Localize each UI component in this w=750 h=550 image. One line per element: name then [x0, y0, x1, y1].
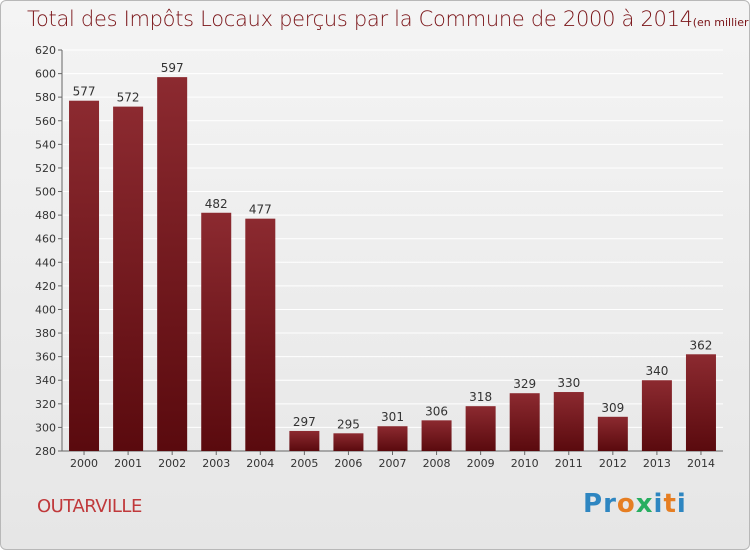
logo-letter: x: [635, 489, 654, 519]
data-label-2008: 306: [425, 404, 448, 418]
chart-title: Total des Impôts Locaux perçus par la Co…: [27, 7, 749, 31]
bars: [69, 77, 716, 452]
y-tick-label: 300: [35, 421, 56, 434]
data-label-2002: 597: [161, 61, 184, 75]
bar-2000: [69, 100, 100, 451]
data-label-2001: 572: [117, 91, 140, 105]
proxiti-logo[interactable]: Proxiti: [583, 489, 687, 519]
commune-name: OUTARVILLE: [37, 496, 142, 517]
logo-letter: i: [676, 489, 687, 519]
y-tick-label: 340: [35, 374, 56, 387]
data-label-2004: 477: [249, 203, 272, 217]
bar-2004: [245, 218, 276, 451]
y-tick-label: 380: [35, 327, 56, 340]
y-tick-label: 560: [35, 115, 56, 128]
y-tick-label: 520: [35, 162, 56, 175]
y-tick-label: 540: [35, 138, 56, 151]
y-tick-label: 600: [35, 68, 56, 81]
y-tick-label: 400: [35, 303, 56, 316]
data-label-2009: 318: [469, 390, 492, 404]
x-tick-label-2008: 2008: [423, 457, 451, 470]
data-label-2003: 482: [205, 197, 228, 211]
logo-letter: o: [616, 489, 636, 519]
bar-2001: [113, 106, 144, 452]
y-tick-label: 620: [35, 44, 56, 57]
data-label-2007: 301: [381, 410, 404, 424]
x-tick-label-2012: 2012: [599, 457, 627, 470]
bar-2013: [641, 380, 672, 451]
logo-letter: t: [663, 489, 677, 519]
y-tick-labels: 280 300 320 340 360 380 400 420 440 460 480 500 520 5…: [35, 44, 62, 458]
y-tick-label: 320: [35, 398, 56, 411]
x-tick-label-2004: 2004: [246, 457, 274, 470]
bar-2008: [421, 420, 452, 451]
x-tick-label-2009: 2009: [467, 457, 495, 470]
data-label-2005: 297: [293, 415, 316, 429]
y-tick-label: 420: [35, 280, 56, 293]
x-tick-label-2007: 2007: [379, 457, 407, 470]
bar-2007: [377, 426, 408, 451]
data-label-2014: 362: [690, 338, 713, 352]
logo-letter: i: [653, 489, 664, 519]
data-label-2010: 329: [513, 377, 536, 391]
data-label-2006: 295: [337, 417, 360, 431]
y-tick-label: 580: [35, 91, 56, 104]
x-tick-label-2003: 2003: [202, 457, 230, 470]
x-tick-label-2013: 2013: [643, 457, 671, 470]
bar-2014: [685, 354, 716, 451]
y-tick-label: 440: [35, 256, 56, 269]
data-label-2000: 577: [73, 85, 96, 99]
y-tick-label: 460: [35, 233, 56, 246]
chart-title-text: Total des Impôts Locaux perçus par la Co…: [27, 7, 693, 31]
bar-2010: [509, 393, 540, 451]
bar-2005: [289, 430, 320, 451]
bar-2012: [597, 416, 628, 451]
x-tick-label-2006: 2006: [334, 457, 362, 470]
data-labels: 577 572 597 482 477 297 295 301 306 318 329 330 309 3…: [73, 61, 713, 431]
y-tick-label: 360: [35, 351, 56, 364]
chart-unit-note: (en milliers d'€): [692, 16, 749, 29]
bar-2011: [553, 392, 584, 451]
x-tick-label-2002: 2002: [158, 457, 186, 470]
bar-2002: [157, 77, 188, 452]
bar-2003: [201, 212, 232, 451]
bar-2006: [333, 433, 364, 451]
x-tick-label-2005: 2005: [290, 457, 318, 470]
x-tick-labels: 2000 2001 2002 2003 2004 2005 2006 2007 2008 2009…: [70, 451, 715, 470]
x-tick-label-2014: 2014: [687, 457, 715, 470]
logo-letter: P: [583, 489, 604, 519]
data-label-2013: 340: [645, 364, 668, 378]
y-tick-label: 500: [35, 186, 56, 199]
logo-letter: r: [603, 489, 617, 519]
x-tick-label-2011: 2011: [555, 457, 583, 470]
x-tick-label-2010: 2010: [511, 457, 539, 470]
bar-2009: [465, 406, 496, 451]
y-tick-label: 280: [35, 445, 56, 458]
x-tick-label-2000: 2000: [70, 457, 98, 470]
data-label-2012: 309: [601, 401, 624, 415]
data-label-2011: 330: [557, 376, 580, 390]
y-tick-label: 480: [35, 209, 56, 222]
x-tick-label-2001: 2001: [114, 457, 142, 470]
